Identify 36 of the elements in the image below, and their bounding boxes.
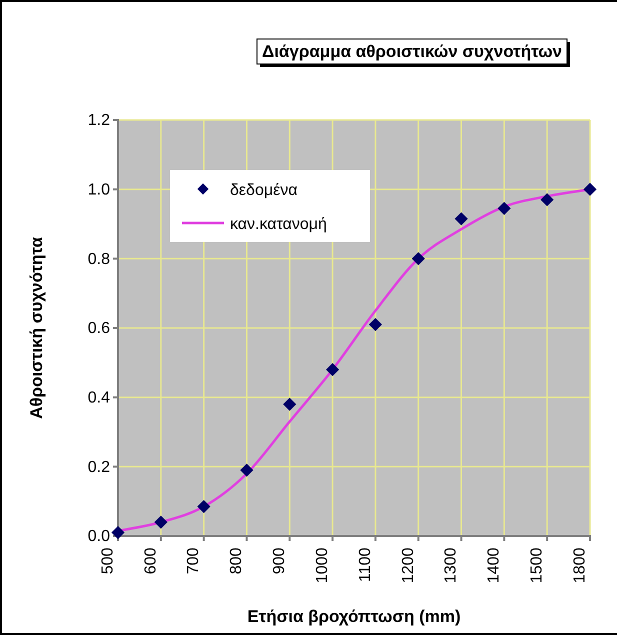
point	[540, 193, 554, 206]
point	[583, 182, 597, 196]
point	[240, 464, 254, 477]
x-tick-label: 1000	[314, 548, 331, 584]
point	[111, 526, 125, 540]
y-tick-label: 1.2	[88, 112, 110, 130]
y-tick-label: 0.2	[88, 458, 110, 476]
x-tick-label: 1500	[528, 548, 546, 584]
point	[197, 500, 210, 514]
point	[154, 516, 168, 529]
y-tick-label: 0.6	[88, 320, 110, 338]
y-axis-title: Αθροιστική συχνότητα	[27, 236, 46, 419]
legend-label: καν.κατανομή	[230, 216, 327, 233]
x-tick-label: 1400	[486, 548, 503, 584]
x-tick-label: 1100	[356, 548, 374, 582]
point	[283, 398, 296, 411]
x-tick-label: 1300	[442, 548, 460, 584]
x-tick-label: 600	[142, 548, 160, 574]
y-tick-label: 0.8	[88, 250, 110, 268]
point	[326, 363, 340, 376]
x-tick-label: 700	[185, 548, 202, 574]
point	[368, 318, 382, 332]
x-tick-label: 500	[99, 548, 116, 574]
x-axis-title: Ετήσια βροχόπτωση (mm)	[247, 607, 461, 626]
y-tick-label: 0.0	[88, 528, 110, 546]
x-tick-label: 1200	[400, 548, 417, 584]
point	[412, 252, 425, 266]
y-tick-label: 1.0	[88, 181, 110, 198]
x-tick-label: 1800	[571, 548, 588, 584]
legend-label: δεδομένα	[230, 182, 298, 199]
chart-title: Διάγραμμα αθροιστικών συχνοτήτων	[262, 42, 562, 61]
point	[498, 202, 511, 215]
x-tick-label: 800	[228, 548, 246, 574]
y-tick-label: 0.4	[88, 389, 110, 406]
x-tick-label: 900	[271, 548, 288, 574]
point	[454, 212, 468, 226]
